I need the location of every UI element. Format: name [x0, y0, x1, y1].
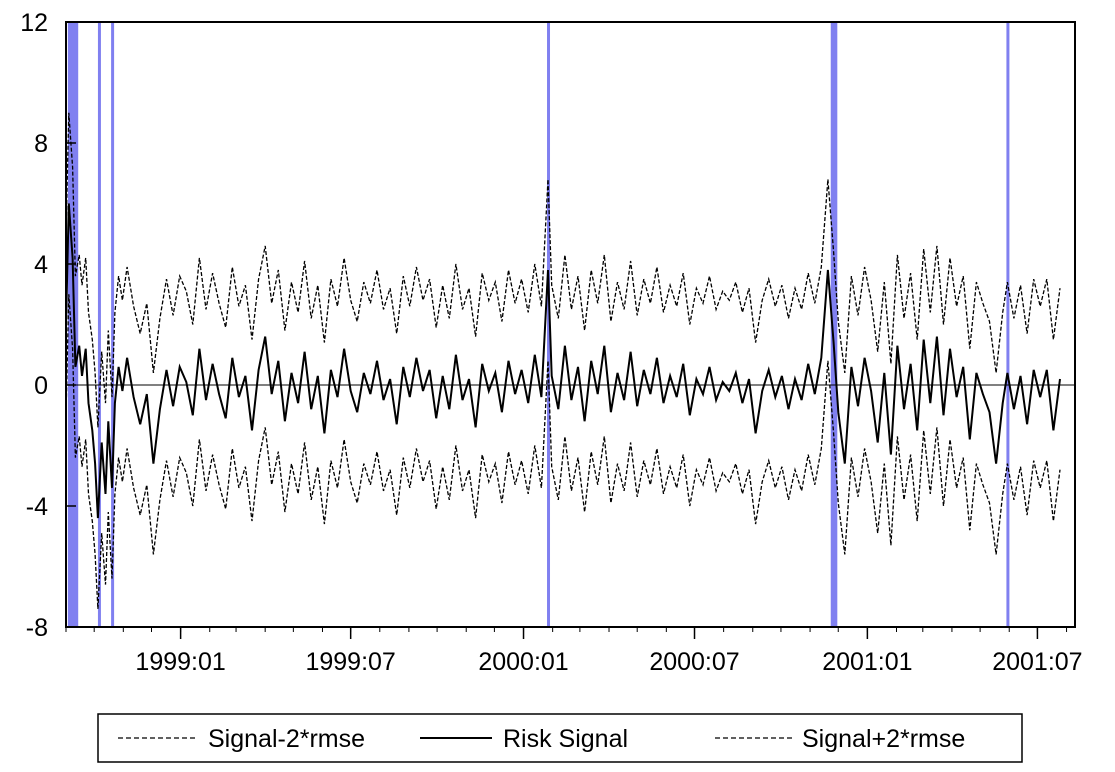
series-risk-signal: [65, 203, 1061, 519]
y-tick-label-4: -4: [26, 493, 48, 521]
y-tick-label-0: 12: [20, 9, 48, 37]
x-tick-label-4: 2001:01: [822, 648, 912, 676]
y-tick-label-5: -8: [26, 614, 48, 642]
shaded-period-4: [830, 22, 838, 627]
x-tick-label-2: 2000:01: [478, 648, 568, 676]
y-tick-label-2: 4: [34, 251, 48, 279]
series-signal-minus-2rmse: [65, 294, 1061, 609]
legend-box: [97, 713, 1023, 763]
y-tick-label-3: 0: [34, 372, 48, 400]
legend: Signal-2*rmse Risk Signal Signal+2*rmse: [97, 713, 1023, 763]
shaded-period-2: [111, 22, 115, 627]
plot-frame: [65, 21, 1076, 628]
axes: 12 8 4 0 -4 -8 1999:01 1999:07 2000:01 2000:07 200…: [20, 9, 1082, 676]
shaded-period-0: [67, 22, 79, 627]
y-tick-label-1: 8: [34, 130, 48, 158]
shaded-period-5: [1006, 22, 1010, 627]
legend-label-1: Risk Signal: [503, 725, 628, 753]
series-layer: [65, 112, 1061, 609]
shaded-period-1: [97, 22, 101, 627]
shaded-period-3: [547, 22, 551, 627]
legend-label-0: Signal-2*rmse: [208, 725, 365, 753]
legend-label-2: Signal+2*rmse: [802, 725, 965, 753]
x-tick-label-5: 2001:07: [992, 648, 1082, 676]
x-tick-label-1: 1999:07: [305, 648, 395, 676]
shaded-periods: [67, 22, 1010, 627]
series-signal-plus-2rmse: [65, 112, 1061, 428]
x-tick-label-3: 2000:07: [649, 648, 739, 676]
x-tick-label-0: 1999:01: [135, 648, 225, 676]
